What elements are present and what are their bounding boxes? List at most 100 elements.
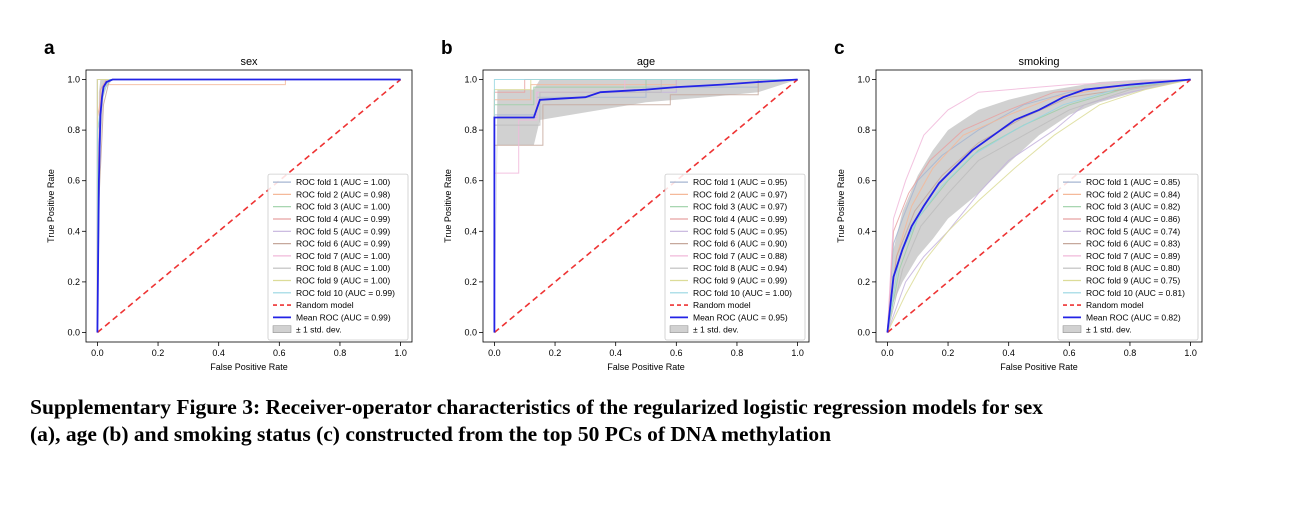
legend-label: ROC fold 9 (AUC = 0.99): [693, 276, 787, 286]
roc-fold-4-line: [886, 79, 1191, 333]
y-axis-label: True Positive Rate: [836, 169, 846, 243]
y-tick-label: 0.6: [464, 176, 477, 186]
y-tick-label: 0.6: [67, 176, 80, 186]
random-model-line: [96, 78, 402, 334]
legend-label: ROC fold 4 (AUC = 0.86): [1086, 214, 1180, 224]
y-tick-label: 0.8: [857, 125, 870, 135]
caption-line-2: (a), age (b) and smoking status (c) cons…: [30, 422, 832, 446]
legend-label: ROC fold 2 (AUC = 0.98): [296, 189, 390, 199]
y-tick-label: 1.0: [464, 75, 477, 85]
x-axis-label: False Positive Rate: [210, 362, 288, 372]
legend-label: ROC fold 5 (AUC = 0.74): [1086, 226, 1180, 236]
legend-label: ROC fold 10 (AUC = 1.00): [693, 288, 792, 298]
x-tick-label: 0.2: [549, 348, 562, 358]
panel-c: c smoking 0.0 0.2 0.4 0.6 0.8 1.0 0.0 0.2 0.4 0.6 0.…: [834, 38, 1203, 372]
panel-letter: c: [834, 38, 845, 59]
mean-roc-line: [493, 78, 798, 333]
chart-title: smoking: [1019, 56, 1060, 68]
y-axis-label: True Positive Rate: [443, 169, 453, 243]
legend-label: ROC fold 5 (AUC = 0.99): [296, 226, 390, 236]
x-tick-label: 0.6: [670, 348, 683, 358]
legend-label: ROC fold 7 (AUC = 0.89): [1086, 251, 1180, 261]
y-tick-label: 1.0: [67, 75, 80, 85]
legend-label: ROC fold 4 (AUC = 0.99): [296, 214, 390, 224]
x-tick-label: 1.0: [394, 348, 407, 358]
y-tick-label: 1.0: [857, 75, 870, 85]
legend-label: ROC fold 5 (AUC = 0.95): [693, 226, 787, 236]
roc-fold-7-line: [493, 79, 798, 333]
roc-fold-5-line: [886, 79, 1191, 333]
legend-label: Mean ROC (AUC = 0.82): [1086, 312, 1181, 322]
roc-fold-8-line: [886, 79, 1191, 333]
x-tick-label: 0.0: [881, 348, 894, 358]
x-tick-label: 1.0: [1184, 348, 1197, 358]
mean-roc-line: [96, 78, 401, 333]
roc-figure: a sex 0.0 0.2 0.4 0.6 0.8 1.0 0.0 0.2 0.4 0.6 0.8 1.0…: [44, 38, 1203, 372]
legend-label: ± 1 std. dev.: [1086, 325, 1132, 335]
y-tick-label: 0.4: [464, 226, 477, 236]
x-tick-label: 0.8: [334, 348, 347, 358]
panel-a: a sex 0.0 0.2 0.4 0.6 0.8 1.0 0.0 0.2 0.4 0.6 0.8 1.0…: [44, 38, 413, 372]
legend-swatch-band: [272, 325, 292, 333]
legend-label: ROC fold 3 (AUC = 0.82): [1086, 202, 1180, 212]
x-tick-label: 0.4: [609, 348, 622, 358]
y-axis-label: True Positive Rate: [46, 169, 56, 243]
x-axis-label: False Positive Rate: [1000, 362, 1078, 372]
x-axis-label: False Positive Rate: [607, 362, 685, 372]
legend-label: Mean ROC (AUC = 0.95): [693, 312, 788, 322]
legend-label: ± 1 std. dev.: [693, 325, 739, 335]
legend-label: ROC fold 9 (AUC = 0.75): [1086, 276, 1180, 286]
legend-label: ROC fold 8 (AUC = 1.00): [296, 263, 390, 273]
y-tick-label: 0.4: [857, 226, 870, 236]
legend-label: ROC fold 2 (AUC = 0.84): [1086, 189, 1180, 199]
legend-label: ROC fold 10 (AUC = 0.81): [1086, 288, 1185, 298]
legend-label: ROC fold 8 (AUC = 0.94): [693, 263, 787, 273]
legend-label: ROC fold 3 (AUC = 1.00): [296, 202, 390, 212]
legend-label: ROC fold 1 (AUC = 1.00): [296, 177, 390, 187]
legend-label: ROC fold 9 (AUC = 1.00): [296, 276, 390, 286]
roc-fold-6-line: [493, 79, 798, 333]
roc-fold-6-line: [886, 79, 1191, 333]
caption-line-1: Supplementary Figure 3: Receiver-operato…: [30, 395, 1044, 419]
legend-label: ROC fold 1 (AUC = 0.95): [693, 177, 787, 187]
legend-label: Random model: [1086, 300, 1144, 310]
x-tick-label: 0.0: [91, 348, 104, 358]
legend-label: ± 1 std. dev.: [296, 325, 342, 335]
y-tick-label: 0.0: [67, 327, 80, 337]
x-tick-label: 0.2: [152, 348, 165, 358]
x-tick-label: 0.6: [1063, 348, 1076, 358]
legend-box: [1057, 173, 1199, 341]
axes-frame: [875, 69, 1203, 343]
y-tick-label: 0.6: [857, 176, 870, 186]
roc-fold-3-line: [886, 79, 1191, 333]
panel-letter: a: [44, 38, 55, 59]
legend-label: ROC fold 2 (AUC = 0.97): [693, 189, 787, 199]
chart-title: age: [637, 56, 655, 68]
legend-label: ROC fold 6 (AUC = 0.99): [296, 239, 390, 249]
x-tick-label: 1.0: [791, 348, 804, 358]
legend-label: ROC fold 6 (AUC = 0.90): [693, 239, 787, 249]
x-tick-label: 0.8: [1124, 348, 1137, 358]
roc-fold-2-line: [886, 79, 1191, 333]
y-tick-label: 0.2: [857, 277, 870, 287]
mean-roc-line: [886, 78, 1191, 333]
std-dev-band: [887, 79, 1191, 333]
legend-box: [267, 173, 409, 341]
legend-label: Random model: [693, 300, 751, 310]
legend-label: Random model: [296, 300, 354, 310]
plot-area: [96, 78, 402, 334]
axes-frame: [482, 69, 810, 343]
legend-swatch-band: [1062, 325, 1082, 333]
random-model-line: [493, 78, 799, 334]
chart-title: sex: [240, 56, 258, 68]
x-tick-label: 0.8: [731, 348, 744, 358]
legend-label: ROC fold 3 (AUC = 0.97): [693, 202, 787, 212]
axes-frame: [85, 69, 413, 343]
y-tick-label: 0.4: [67, 226, 80, 236]
figure-caption: Supplementary Figure 3: Receiver-operato…: [30, 394, 1290, 448]
y-tick-label: 0.8: [67, 125, 80, 135]
legend-label: ROC fold 7 (AUC = 0.88): [693, 251, 787, 261]
roc-fold-7-line: [886, 79, 1191, 333]
legend-label: ROC fold 1 (AUC = 0.85): [1086, 177, 1180, 187]
x-tick-label: 0.6: [273, 348, 286, 358]
